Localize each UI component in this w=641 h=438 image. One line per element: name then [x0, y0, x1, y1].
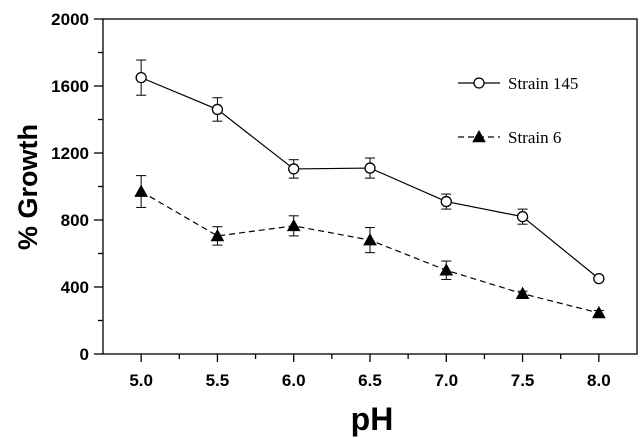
axes: 0 400 800 1200 1600 2000 5.0 5.5 6.0 6.5 7.0 7.5 8.0 [51, 10, 638, 390]
legend-label: Strain 6 [508, 128, 561, 147]
data-point [134, 184, 148, 197]
x-tick-label: 7.0 [434, 371, 458, 390]
legend-marker [473, 77, 485, 89]
y-tick-label: 800 [61, 211, 89, 230]
data-point [440, 195, 452, 208]
x-tick-label: 5.0 [129, 371, 153, 390]
data-point [439, 263, 454, 276]
legend-marker [472, 129, 486, 143]
data-point [286, 218, 301, 232]
data-point [211, 103, 224, 116]
series-layer [134, 59, 606, 319]
x-tick-label: 6.0 [282, 371, 306, 390]
y-tick-label: 2000 [51, 10, 89, 29]
data-point [210, 228, 225, 242]
y-axis-title: % Growth [13, 124, 43, 250]
series-strain-145 [135, 59, 605, 285]
y-tick-label: 1200 [51, 144, 89, 163]
x-tick-label: 7.5 [511, 371, 535, 390]
legend-label: Strain 145 [508, 74, 578, 93]
data-point [593, 272, 605, 285]
x-tick-label: 5.5 [206, 371, 230, 390]
y-tick-label: 0 [80, 345, 89, 364]
series-strain-6 [134, 175, 606, 319]
data-point [516, 210, 529, 223]
data-point [592, 305, 606, 319]
y-tick-label: 1600 [51, 77, 89, 96]
data-point [364, 162, 376, 174]
data-point [515, 286, 530, 299]
data-point [288, 163, 300, 175]
x-tick-label: 6.5 [358, 371, 382, 390]
y-tick-label: 400 [61, 278, 89, 297]
data-point [135, 71, 147, 84]
x-axis-title: pH [351, 401, 394, 437]
legend: Strain 145 Strain 6 [458, 74, 578, 147]
plot-frame [102, 18, 638, 355]
data-point [363, 233, 377, 246]
x-tick-label: 8.0 [587, 371, 611, 390]
